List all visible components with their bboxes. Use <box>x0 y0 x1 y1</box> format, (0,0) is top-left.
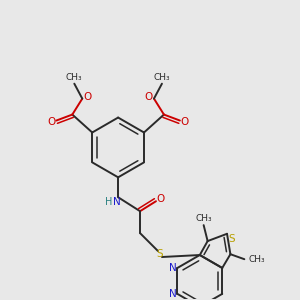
Text: H: H <box>106 197 113 207</box>
Text: S: S <box>157 249 163 259</box>
Text: O: O <box>157 194 165 204</box>
Text: S: S <box>229 234 235 244</box>
Text: O: O <box>181 116 189 127</box>
Text: N: N <box>113 197 121 207</box>
Text: O: O <box>145 92 153 102</box>
Text: CH₃: CH₃ <box>249 255 266 264</box>
Text: N: N <box>169 289 176 299</box>
Text: CH₃: CH₃ <box>154 73 170 82</box>
Text: CH₃: CH₃ <box>195 214 212 223</box>
Text: O: O <box>47 116 56 127</box>
Text: N: N <box>169 263 176 273</box>
Text: O: O <box>83 92 92 102</box>
Text: CH₃: CH₃ <box>66 73 82 82</box>
